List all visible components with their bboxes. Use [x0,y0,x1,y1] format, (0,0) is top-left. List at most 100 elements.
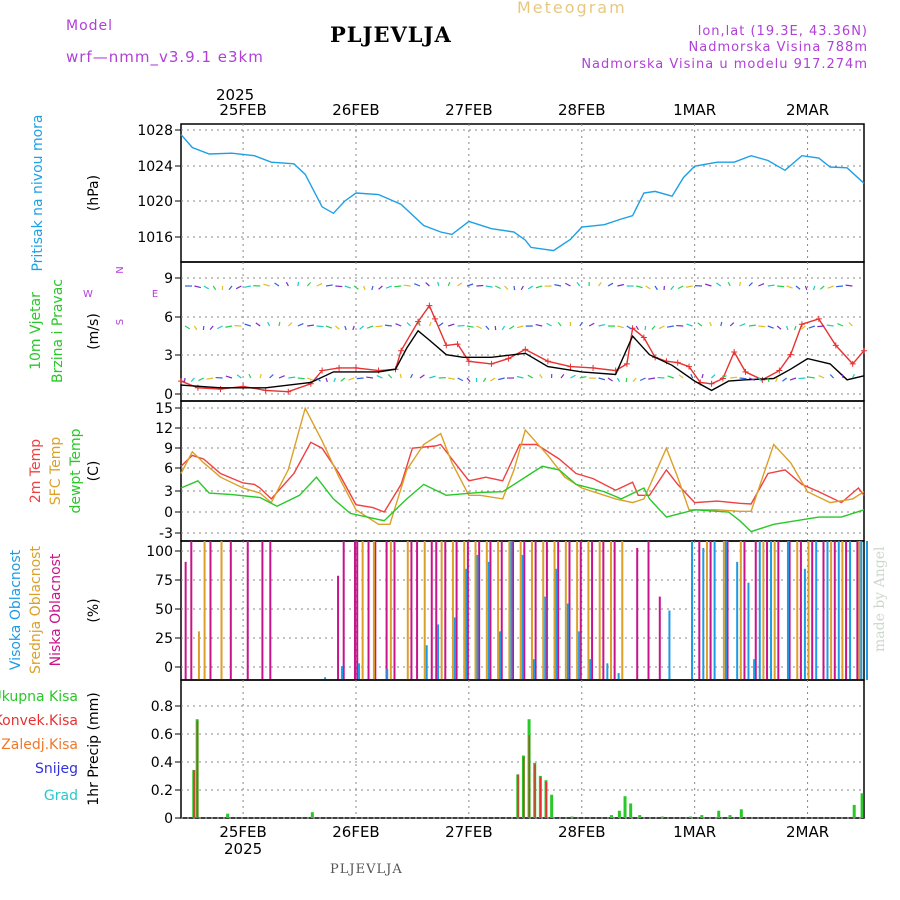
wind-speed-marker [776,367,783,374]
clouds-bar [209,541,212,680]
precip-bar [739,809,743,818]
wind-direction-arrow [654,285,658,291]
x-date-top: 28FEB [558,101,605,119]
temperature-ytick-label: -3 [159,526,173,542]
clouds-bar [555,568,558,680]
precip-legend-item: Ukupna Kisa [0,689,78,705]
wind-direction-arrow [775,377,778,383]
clouds-ytick-label: 0 [164,660,173,676]
clouds-bar [617,673,620,680]
wind-direction-arrow [851,373,855,379]
wind-direction-arrow [817,325,825,328]
clouds-bar [606,663,609,680]
clouds-bar [357,663,360,680]
clouds-bar [425,645,428,680]
clouds-bar [476,554,479,680]
clouds-bar [353,541,356,680]
wind-speed-marker [352,364,359,371]
clouds-bar [500,541,503,680]
wind-direction-arrow [419,374,425,379]
wind-direction-arrow [607,282,614,287]
wind-direction-arrow [808,325,816,329]
clouds-bar [523,541,526,680]
wind-direction-arrow [767,284,775,287]
wind-direction-arrow [335,285,343,288]
wind-direction-arrow [278,375,285,379]
clouds-bar [722,541,725,680]
wind-direction-arrow [485,285,493,288]
clouds-bar [341,666,344,680]
wind-direction-arrow [316,325,324,328]
precip-bar [609,815,613,818]
wind-speed-marker [719,375,726,382]
clouds-bar [788,541,791,680]
wind-ylabel: (m/s) [86,313,102,350]
wind-direction-arrow [363,285,366,291]
wind-direction-arrow [438,322,444,327]
clouds-bar [602,541,605,680]
wind-direction-arrow [353,285,359,290]
wind-ytick-label: 9 [164,271,173,287]
wind-series-brzina [180,304,865,393]
clouds-bar [589,659,592,680]
wind-direction-arrow [639,377,646,382]
clouds-bar [726,541,729,680]
wind-direction-arrow [535,323,543,327]
clouds-bar [367,541,370,680]
wind-direction-arrow [448,377,455,380]
wind-direction-arrow [457,377,464,382]
wind-direction-arrow [306,282,312,287]
wind-direction-arrow [193,325,198,331]
wind-direction-arrow [190,377,195,382]
precip-bar [550,794,554,818]
wind-speed-marker [787,351,794,358]
wind-direction-arrow [607,377,613,382]
wind-direction-arrow [297,281,300,287]
clouds-bar [830,541,833,680]
wind-direction-arrow [387,374,393,379]
wind-direction-arrow [448,323,455,327]
clouds-bar [668,610,671,680]
clouds-bar [807,541,810,680]
wind-direction-arrow [225,325,233,328]
wind-speed-marker [798,321,805,328]
clouds-bar [463,541,466,680]
wind-direction-arrow [287,322,293,327]
wind-direction-arrow [651,325,656,330]
wind-direction-arrow [557,321,562,327]
wind-speed-marker [674,359,681,366]
temperature-ytick-label: 9 [164,441,173,457]
wind-direction-arrow [636,285,643,289]
clouds-bar [246,541,249,680]
clouds-bar [566,603,569,680]
cloud-title-high: Visoka Oblacnost [8,549,24,670]
clouds-bar [753,659,756,680]
wind-direction-arrow [466,283,474,287]
cloud-title-mid: Srednja Oblacnost [28,546,44,674]
wind-direction-arrow [776,325,782,330]
clouds-bar [423,541,426,680]
clouds-bar [342,541,345,680]
wind-direction-arrow [546,322,552,327]
wind-speed-marker [623,360,630,367]
clouds-bar [658,596,661,680]
wind-direction-arrow [727,281,731,287]
compass-e: E [152,289,158,300]
wind-ytick-label: 3 [164,348,173,364]
clouds-bar [770,541,773,680]
wind-direction-arrow [576,281,581,287]
compass-s: S [115,319,126,325]
clouds-bar [356,541,359,680]
wind-direction-arrow [466,377,471,382]
clouds-bar [849,541,852,680]
wind-speed-marker [832,342,839,349]
wind-direction-arrow [194,285,201,289]
wind-direction-arrow [579,376,587,379]
precip-bar [193,770,195,818]
wind-direction-arrow [307,324,315,327]
clouds-bar [564,541,567,680]
wind-direction-arrow [739,281,742,287]
x-year-top: 2025 [216,86,254,104]
wind-direction-arrow [325,377,328,383]
clouds-bar [739,541,742,680]
